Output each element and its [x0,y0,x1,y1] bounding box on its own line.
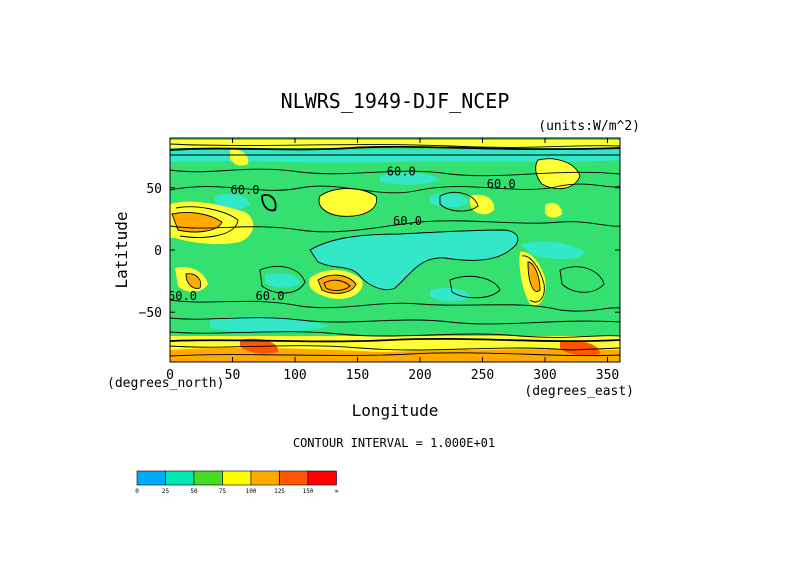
contour-interval-label: CONTOUR INTERVAL = 1.000E+01 [293,436,495,450]
contour-line [170,337,620,343]
field-region-yellow [470,194,495,215]
field-region-cyan [310,230,518,290]
colorbar-tick-label: 75 [219,488,227,495]
contour-label: 60.0 [487,177,516,191]
contour-line [170,220,620,233]
x-axis-label: Longitude [352,401,439,420]
colorbar-tick-label: 25 [162,488,170,495]
contour-label: 60.0 [387,164,416,178]
contour-label: 60.0 [393,214,422,228]
colorbar-tick-label: 0 [135,488,139,495]
contour-dense-bands [170,145,620,343]
colorbar-tick-label: ∞ [335,488,339,495]
field-region-yellow [535,158,580,189]
contour-labels: 60.0 60.0 60.0 60.0 60.0 60.0 [168,164,516,303]
contour-line [439,192,479,212]
contour-line [318,188,377,217]
contour-line [317,274,357,294]
field-region-cyan [215,193,250,210]
field-region-cyan [520,241,585,260]
colorbar-tick-label: 125 [274,488,285,495]
contour-line [170,143,620,148]
contour-line [309,229,519,291]
contour-line [185,273,202,289]
y-axis: 50 0 −50 [139,182,620,321]
y-tick-label: 50 [146,182,162,197]
x-unit-label: (degrees_east) [524,384,634,399]
colorbar-tick-label: 100 [246,488,257,495]
contour-line [171,211,223,233]
contour-line [527,261,541,292]
x-tick-label: 350 [596,368,619,383]
contour-line [559,266,605,293]
contour-line [170,345,620,351]
colorbar-tick-label: 50 [190,488,198,495]
x-tick-label: 100 [283,368,306,383]
x-tick-label: 50 [225,368,241,383]
field-region-cyan [380,172,440,185]
y-unit-label: (degrees_north) [107,376,224,391]
field-region-cyan [430,287,470,302]
contour-line [170,331,620,338]
contour-line [261,194,277,212]
x-tick-label: 150 [346,368,369,383]
colorbar-swatch [165,470,195,486]
colorbar-swatch [222,470,252,486]
contour-line [170,168,620,177]
field-region-orange [560,340,600,356]
colorbar-swatch [279,470,309,486]
field-region-yellow [170,140,620,148]
colorbar: 0 25 50 75 100 125 150 ∞ [135,470,339,495]
contour-line [449,276,501,299]
contour-line [521,255,545,303]
y-tick-label: 0 [154,244,162,259]
contour-line [170,352,620,357]
colorbar-swatch [250,470,280,486]
chart-title: NLWRS_1949-DJF_NCEP [281,89,510,113]
contour-label: 60.0 [168,289,197,303]
y-axis-label: Latitude [112,211,131,288]
colorbar-swatch [136,470,166,486]
y-tick-label: −50 [139,306,162,321]
field-region-cyan [170,150,620,163]
colorbar-swatch [307,470,337,486]
x-tick-label: 250 [471,368,494,383]
contour-line [170,145,620,151]
colorbar-swatch [193,470,223,486]
contour-line [535,158,581,190]
field-region-cyan [265,273,300,288]
field-region-yellow [230,149,249,166]
x-tick-label: 200 [408,368,431,383]
field-region-yellow [319,188,377,217]
contour-line [170,183,620,194]
contour-lines [170,143,620,357]
contour-field: 60.0 60.0 60.0 60.0 60.0 60.0 [168,138,620,362]
contour-line [259,266,306,294]
contour-label: 60.0 [256,289,285,303]
units-label: (units:W/m^2) [538,119,640,134]
x-tick-label: 0 [166,368,174,383]
contour-label: 60.0 [231,183,260,197]
contour-line [170,317,620,325]
field-region-yellow [545,202,562,218]
contour-line [323,279,351,291]
colorbar-tick-label: 150 [303,488,314,495]
contour-line [175,206,239,238]
x-axis: 0 50 100 150 200 250 300 350 [166,138,619,383]
x-tick-label: 300 [533,368,556,383]
contour-line [170,299,620,312]
